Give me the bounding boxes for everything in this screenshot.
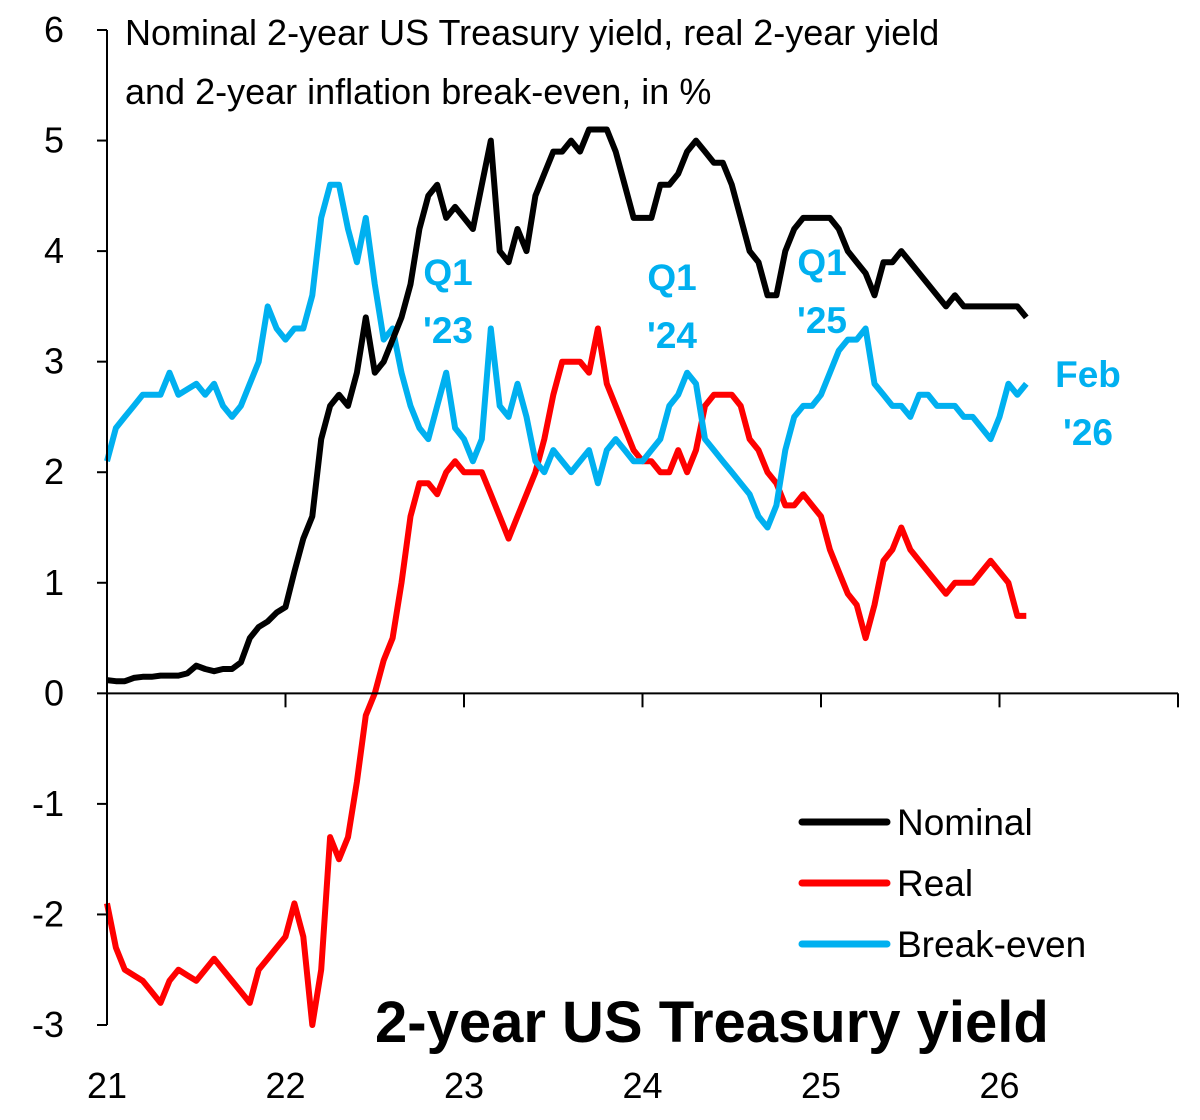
legend-label: Break-even [897,924,1086,965]
y-tick-label: 0 [44,672,64,713]
y-tick-label: 4 [44,230,64,271]
annotation-label: Feb '26 [1055,354,1121,453]
y-tick-label: -2 [32,893,64,934]
annotation-line: '23 [423,310,473,351]
x-tick-label: 25 [801,1065,841,1106]
chart-title-line-1: Nominal 2-year US Treasury yield, real 2… [125,12,939,53]
annotation-line: '26 [1063,412,1113,453]
legend: Nominal Real Break-even [798,802,1086,965]
y-tick-label: -1 [32,783,64,824]
annotation-line: Q1 [423,252,472,293]
x-tick-label: 24 [622,1065,662,1106]
annotation-line: Feb [1055,354,1121,395]
series-line-break-even [104,181,1029,531]
series-line-real [104,325,1027,1028]
chart-subtitle: 2-year US Treasury yield [375,990,1049,1055]
y-tick-label: 1 [44,562,64,603]
y-tick-label: -3 [32,1004,64,1045]
annotation-label: Q1'23 [423,252,473,351]
y-tick-label: 3 [44,341,64,382]
annotation-line: Q1 [797,242,846,283]
x-tick-label: 26 [979,1065,1019,1106]
legend-label: Nominal [897,802,1033,843]
y-tick-label: 5 [44,120,64,161]
x-tick-label: 23 [444,1065,484,1106]
y-tick-label: 2 [44,451,64,492]
x-tick-label: 22 [265,1065,305,1106]
x-tick-label: 21 [87,1065,127,1106]
series-line-nominal [106,126,1029,685]
annotation-line: '24 [647,315,697,356]
annotation-line: Q1 [647,257,696,298]
y-tick-label: 6 [44,9,64,50]
series-lines [104,126,1029,1028]
annotation-line: '25 [797,300,847,341]
legend-label: Real [897,863,973,904]
annotation-label: Q1'24 [647,257,697,356]
chart-title-line-2: and 2-year inflation break-even, in % [125,71,711,112]
annotation-label: Q1'25 [797,242,847,341]
